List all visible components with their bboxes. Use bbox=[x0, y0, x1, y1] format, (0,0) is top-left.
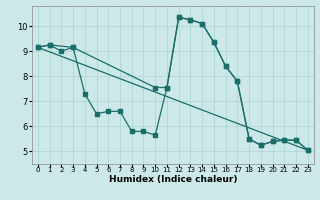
X-axis label: Humidex (Indice chaleur): Humidex (Indice chaleur) bbox=[108, 175, 237, 184]
